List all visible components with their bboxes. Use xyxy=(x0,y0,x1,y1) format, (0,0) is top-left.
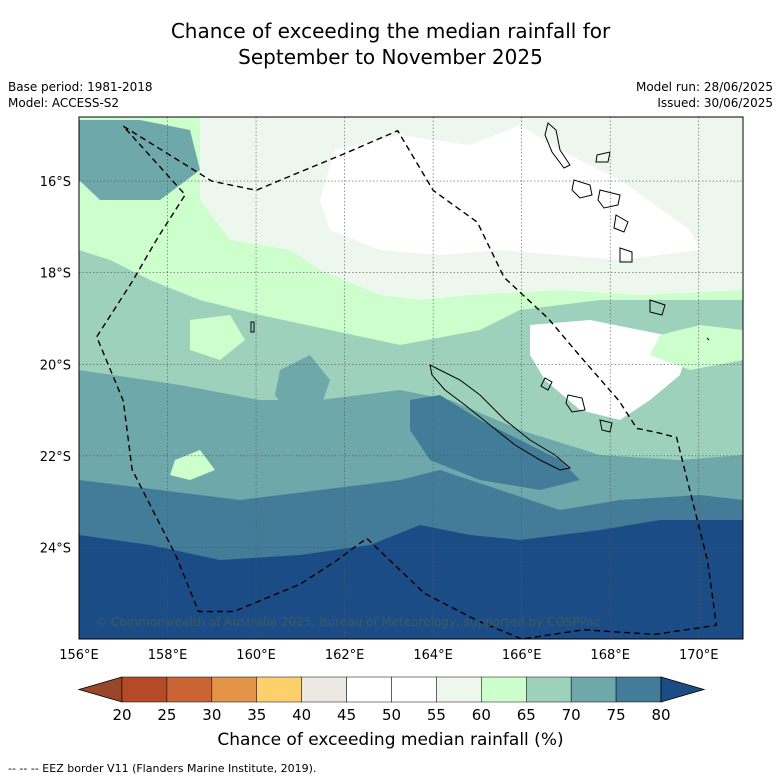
longitude-tick-label: 170°E xyxy=(679,648,719,663)
contour-65-70-band xyxy=(79,270,743,480)
metadata-left: Base period: 1981-2018 Model: ACCESS-S2 xyxy=(8,79,153,111)
colorbar-label: Chance of exceeding median rainfall (%) xyxy=(217,730,564,750)
latitude-tick-label: 18°S xyxy=(40,267,71,282)
contour-60-65-patch-west xyxy=(190,315,245,360)
colorbar-tick-label: 35 xyxy=(247,706,266,724)
colorbar-tick-label: 70 xyxy=(562,706,581,724)
longitude-tick-label: 164°E xyxy=(413,648,453,663)
metadata-right: Model run: 28/06/2025 Issued: 30/06/2025 xyxy=(636,79,773,111)
colorbar-under-triangle xyxy=(77,676,123,703)
title-line-2: September to November 2025 xyxy=(238,45,543,69)
map-frame xyxy=(78,116,744,640)
new-caledonia-outline xyxy=(429,364,572,471)
map-title: Chance of exceeding the median rainfall … xyxy=(0,18,781,70)
model-run: Model run: 28/06/2025 xyxy=(635,80,773,94)
colorbar-segment xyxy=(570,676,617,703)
matthew-hunter-islands xyxy=(649,299,710,341)
latitude-tick-label: 24°S xyxy=(40,541,71,556)
colorbar-tick-label: 50 xyxy=(382,706,401,724)
latitude-tick-label: 22°S xyxy=(40,450,71,465)
issued-date: Issued: 30/06/2025 xyxy=(657,96,773,110)
contour-75-80-patch-center xyxy=(410,395,580,490)
colorbar-tick-label: 40 xyxy=(292,706,311,724)
eez-border xyxy=(95,125,718,639)
longitude-tick-label: 156°E xyxy=(59,648,99,663)
colorbar-segment xyxy=(481,676,527,703)
colorbar-tick-label: 30 xyxy=(202,706,221,724)
colorbar-tick-label: 80 xyxy=(651,706,670,724)
latitude-labels: 16°S 18°S 20°S 22°S 24°S xyxy=(40,175,71,556)
longitude-tick-label: 166°E xyxy=(502,648,542,663)
longitude-labels: 156°E 158°E 160°E 162°E 164°E 166°E 168°E 170°E xyxy=(59,648,718,663)
longitude-tick-label: 158°E xyxy=(148,648,188,663)
colorbar-segment xyxy=(166,676,213,703)
longitude-tick-label: 162°E xyxy=(325,648,365,663)
latitude-tick-label: 16°S xyxy=(40,175,71,190)
longitude-tick-label: 168°E xyxy=(590,648,630,663)
colorbar-tick-label: 45 xyxy=(337,706,356,724)
colorbar-segment xyxy=(256,676,302,703)
colorbar-segment xyxy=(211,676,257,703)
colorbar-tick-label: 20 xyxy=(112,706,131,724)
copyright-notice: © Commonwealth of Australia 2025, Bureau… xyxy=(95,615,600,629)
base-period: Base period: 1981-2018 xyxy=(8,80,153,94)
colorbar: 20 25 30 35 40 45 50 55 60 65 70 75 80 xyxy=(77,676,706,724)
colorbar-segment xyxy=(391,676,437,703)
colorbar-tick-label: 25 xyxy=(157,706,176,724)
contour-60-65-patch-east xyxy=(650,325,743,370)
contour-70-75-patch-mid xyxy=(275,355,330,415)
colorbar-segment xyxy=(436,676,482,703)
title-line-1: Chance of exceeding the median rainfall … xyxy=(170,19,611,43)
colorbar-tick-label: 60 xyxy=(472,706,491,724)
colorbar-segment xyxy=(346,676,392,703)
eez-legend-note: -- -- -- EEZ border V11 (Flanders Marine… xyxy=(8,762,317,775)
contour-70-75-patch-west xyxy=(79,120,200,200)
colorbar-tick-label: 75 xyxy=(607,706,626,724)
contour-over-80-patch-south xyxy=(79,575,743,639)
west-islet-outline xyxy=(250,321,255,333)
map-gridlines xyxy=(79,117,743,639)
colorbar-segment xyxy=(526,676,572,703)
colorbar-tick-label: 55 xyxy=(427,706,446,724)
colorbar-tick-label: 65 xyxy=(517,706,536,724)
colorbar-over-triangle xyxy=(660,676,706,703)
latitude-tick-label: 20°S xyxy=(40,358,71,373)
contour-60-65-patch-south xyxy=(170,450,215,480)
map-plot-area: © Commonwealth of Australia 2025, Bureau… xyxy=(79,117,743,639)
colorbar-segment xyxy=(615,676,662,703)
colorbar-segment xyxy=(121,676,168,703)
model-name: Model: ACCESS-S2 xyxy=(8,96,120,110)
vanuatu-outline xyxy=(544,122,633,263)
longitude-tick-label: 160°E xyxy=(236,648,276,663)
colorbar-segment xyxy=(301,676,347,703)
